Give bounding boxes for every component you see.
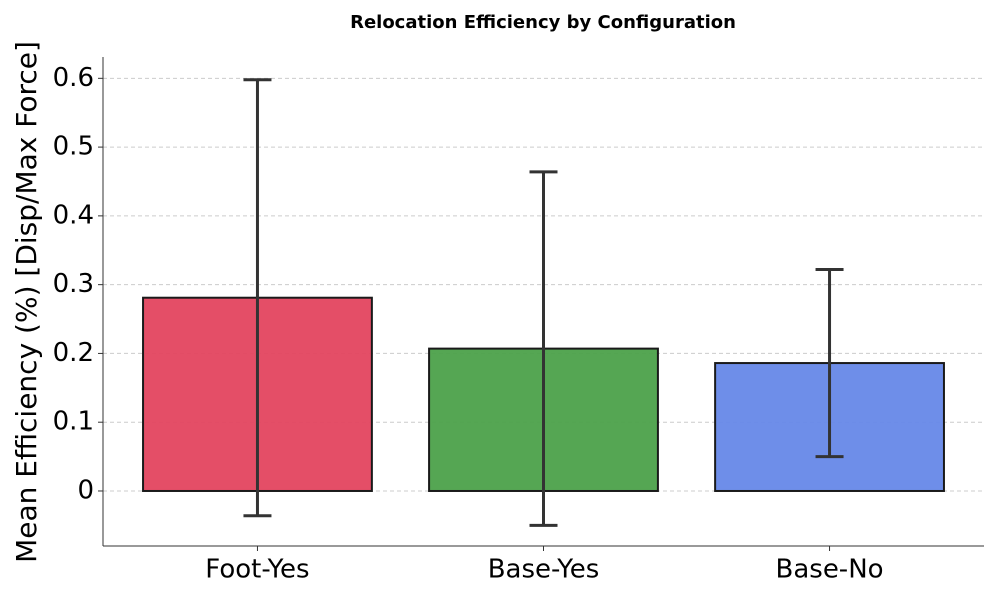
y-tick-label: 0.3 <box>53 269 94 299</box>
x-tick-label: Base-No <box>776 555 884 585</box>
y-tick-label: 0.4 <box>53 200 94 230</box>
y-tick-label: 0.6 <box>53 63 94 93</box>
y-tick-label: 0.5 <box>53 132 94 162</box>
y-tick-label: 0.1 <box>53 407 94 437</box>
chart-title: Relocation Efficiency by Configuration <box>350 12 736 33</box>
error-bar <box>243 78 272 518</box>
y-tick-label: 0.2 <box>53 338 94 368</box>
x-tick-label: Base-Yes <box>488 555 600 585</box>
x-tick-label: Foot-Yes <box>205 555 309 585</box>
error-bar <box>529 170 558 527</box>
y-axis-label: Mean Efficiency (%) [Disp/Max Force] <box>10 41 43 563</box>
error-bar <box>815 268 844 459</box>
y-tick-label: 0 <box>77 475 94 505</box>
